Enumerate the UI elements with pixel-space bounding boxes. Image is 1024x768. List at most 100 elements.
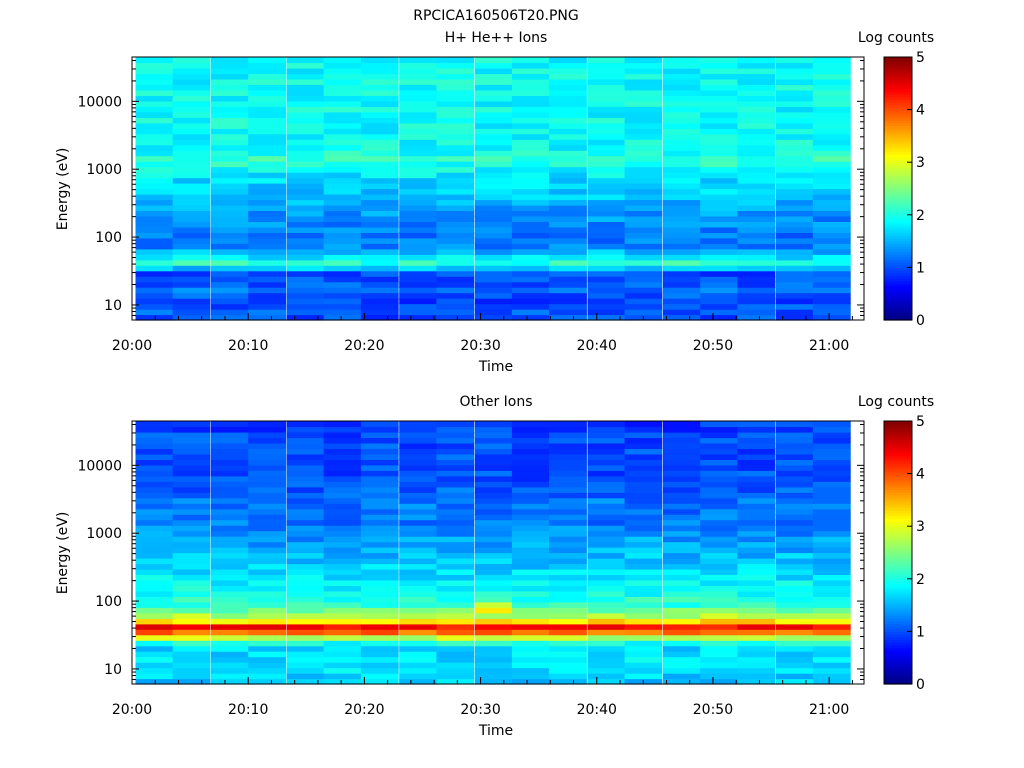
heatmap-cell: [248, 464, 286, 471]
heatmap-cell: [286, 188, 325, 195]
heatmap-cell: [323, 133, 362, 140]
heatmap-cell: [286, 303, 325, 310]
heatmap-cell: [399, 161, 437, 168]
heatmap-cell: [436, 57, 475, 64]
heatmap-cell: [737, 139, 776, 146]
heatmap-cell: [323, 432, 362, 439]
heatmap-cell: [737, 519, 776, 526]
heatmap-cell: [700, 150, 738, 157]
heatmap-cell: [399, 634, 437, 641]
heatmap-cell: [474, 432, 513, 439]
heatmap-cell: [549, 426, 587, 433]
heatmap-cell: [587, 453, 626, 460]
heatmap-cell: [360, 243, 399, 250]
colorbar-swatch: [884, 135, 912, 140]
heatmap-cell: [624, 656, 663, 663]
heatmap-cell: [172, 172, 211, 179]
heatmap-cell: [323, 590, 362, 597]
heatmap-cell: [172, 453, 211, 460]
heatmap-cell: [436, 607, 475, 614]
heatmap-cell: [360, 629, 399, 636]
heatmap-cell: [587, 62, 626, 69]
heatmap-cell: [549, 536, 587, 543]
heatmap-cell: [286, 437, 325, 444]
heatmap-cell: [360, 309, 399, 316]
heatmap-cell: [624, 486, 663, 493]
heatmap-cell: [700, 541, 738, 548]
heatmap-cell: [624, 133, 663, 140]
heatmap-cell: [211, 645, 249, 652]
heatmap-cell: [775, 287, 814, 294]
heatmap-cell: [511, 314, 550, 321]
heatmap-cell: [737, 57, 776, 64]
heatmap-cell: [511, 73, 550, 80]
heatmap-cell: [624, 503, 663, 510]
heatmap-cell: [436, 150, 475, 157]
heatmap-cell: [775, 426, 814, 433]
heatmap-cell: [172, 596, 211, 603]
heatmap-cell: [737, 421, 776, 428]
heatmap-cell: [474, 270, 513, 277]
heatmap-cell: [775, 629, 814, 636]
heatmap-cell: [700, 486, 738, 493]
heatmap-cell: [474, 204, 513, 211]
heatmap-cell: [248, 226, 286, 233]
heatmap-cell: [323, 541, 362, 548]
heatmap-cell: [737, 292, 776, 299]
heatmap-cell: [624, 226, 663, 233]
x-tick-label: 21:00: [809, 338, 849, 354]
heatmap-cell: [286, 667, 325, 674]
colorbar-swatch: [884, 314, 912, 318]
heatmap-cell: [474, 259, 513, 266]
colorbar-swatch: [884, 317, 912, 321]
heatmap-cell: [775, 73, 814, 80]
heatmap-cell: [812, 194, 851, 201]
heatmap-cell: [624, 519, 663, 526]
heatmap-cell: [511, 656, 550, 663]
heatmap-cell: [624, 530, 663, 537]
heatmap-cell: [323, 421, 362, 428]
heatmap-cell: [737, 508, 776, 515]
heatmap-cell: [211, 667, 249, 674]
heatmap-cell: [700, 68, 738, 75]
heatmap-cell: [399, 426, 437, 433]
heatmap-cell: [436, 558, 475, 565]
heatmap-cell: [286, 89, 325, 96]
heatmap-cell: [211, 618, 249, 625]
heatmap-cell: [286, 292, 325, 299]
heatmap-cell: [399, 470, 437, 477]
heatmap-cell: [587, 68, 626, 75]
heatmap-cell: [436, 475, 475, 482]
heatmap-cell: [211, 459, 249, 466]
heatmap-cell: [812, 547, 851, 554]
heatmap-cell: [812, 552, 851, 559]
heatmap-cell: [360, 656, 399, 663]
heatmap-cell: [737, 673, 776, 680]
heatmap-cell: [775, 161, 814, 168]
heatmap-cell: [549, 144, 587, 151]
heatmap-cell: [399, 144, 437, 151]
heatmap-cell: [587, 177, 626, 184]
heatmap-cell: [812, 568, 851, 575]
heatmap-cell: [323, 111, 362, 118]
heatmap-cell: [700, 645, 738, 652]
heatmap-cell: [248, 62, 286, 69]
heatmap-cell: [399, 166, 437, 173]
heatmap-cell: [323, 287, 362, 294]
heatmap-cell: [248, 57, 286, 64]
heatmap-cell: [323, 221, 362, 228]
heatmap-cell: [812, 662, 851, 669]
heatmap-cell: [360, 226, 399, 233]
heatmap-cell: [323, 248, 362, 255]
heatmap-cell: [624, 421, 663, 428]
heatmap-cell: [248, 144, 286, 151]
heatmap-cell: [549, 514, 587, 521]
heatmap-cell: [511, 177, 550, 184]
heatmap-cell: [663, 122, 701, 129]
colorbar-swatch: [884, 212, 912, 216]
heatmap-cell: [248, 492, 286, 499]
heatmap-cell: [474, 640, 513, 647]
heatmap-cell: [812, 519, 851, 526]
heatmap-cell: [436, 640, 475, 647]
heatmap-cell: [812, 57, 851, 64]
